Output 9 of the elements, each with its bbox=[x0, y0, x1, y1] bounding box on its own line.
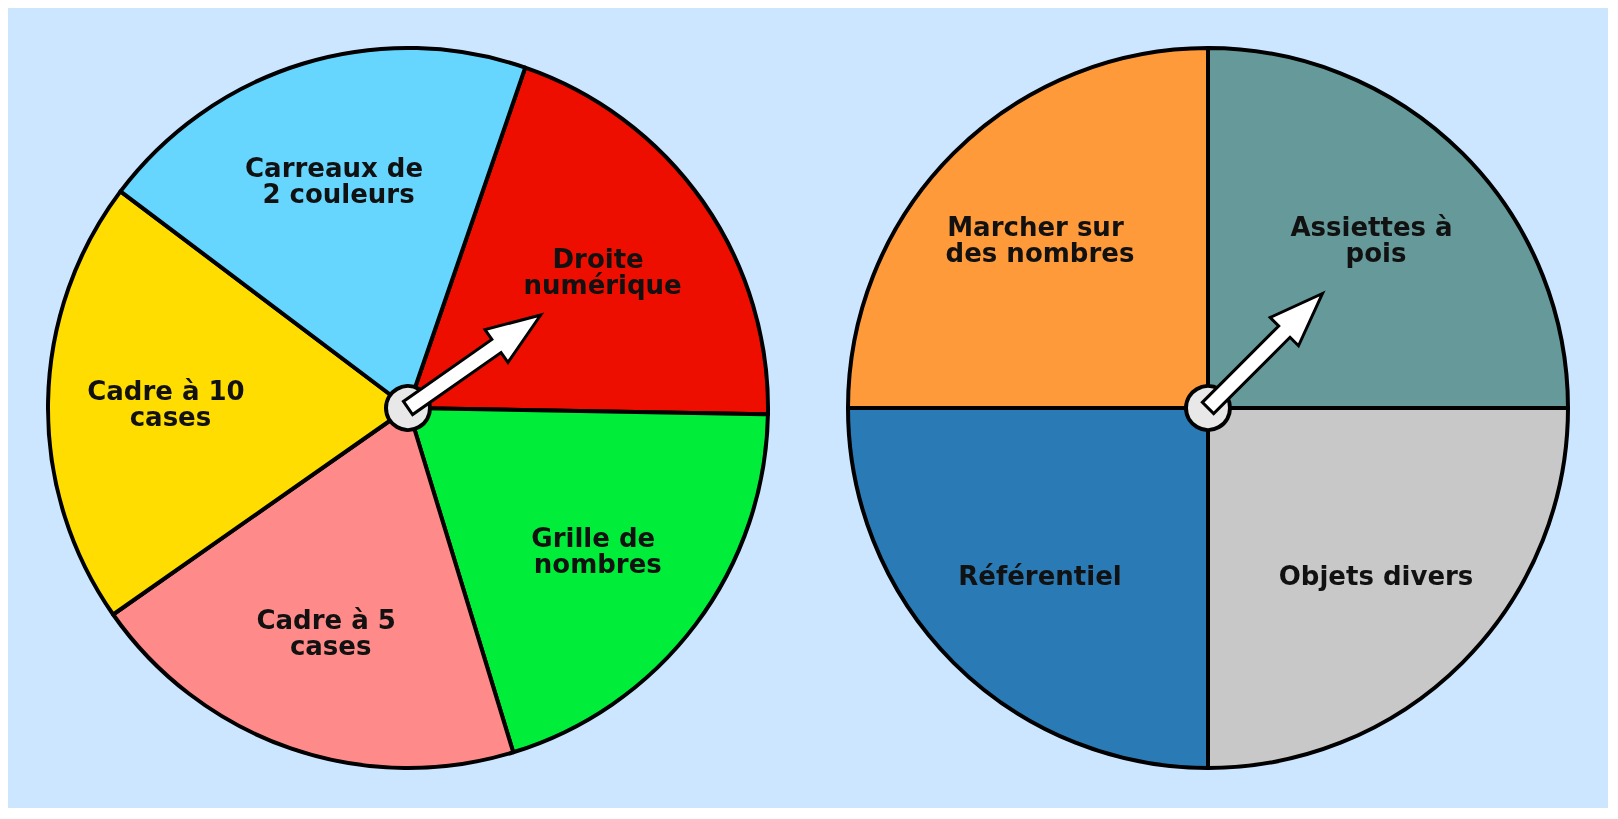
slice-label: Objets divers bbox=[1278, 561, 1474, 592]
slice-label: Carreaux de 2 couleurs bbox=[244, 152, 433, 209]
slice-label: Assiettes à pois bbox=[1290, 211, 1462, 268]
slice-label: Référentiel bbox=[958, 561, 1122, 592]
slice-label: Droite numérique bbox=[523, 243, 682, 300]
slice-label: Cadre à 5 cases bbox=[256, 604, 405, 661]
slice-label: Cadre à 10 cases bbox=[87, 375, 254, 432]
slice-label: Marcher sur des nombres bbox=[945, 211, 1135, 268]
slice-label: Grille de nombres bbox=[531, 522, 665, 579]
